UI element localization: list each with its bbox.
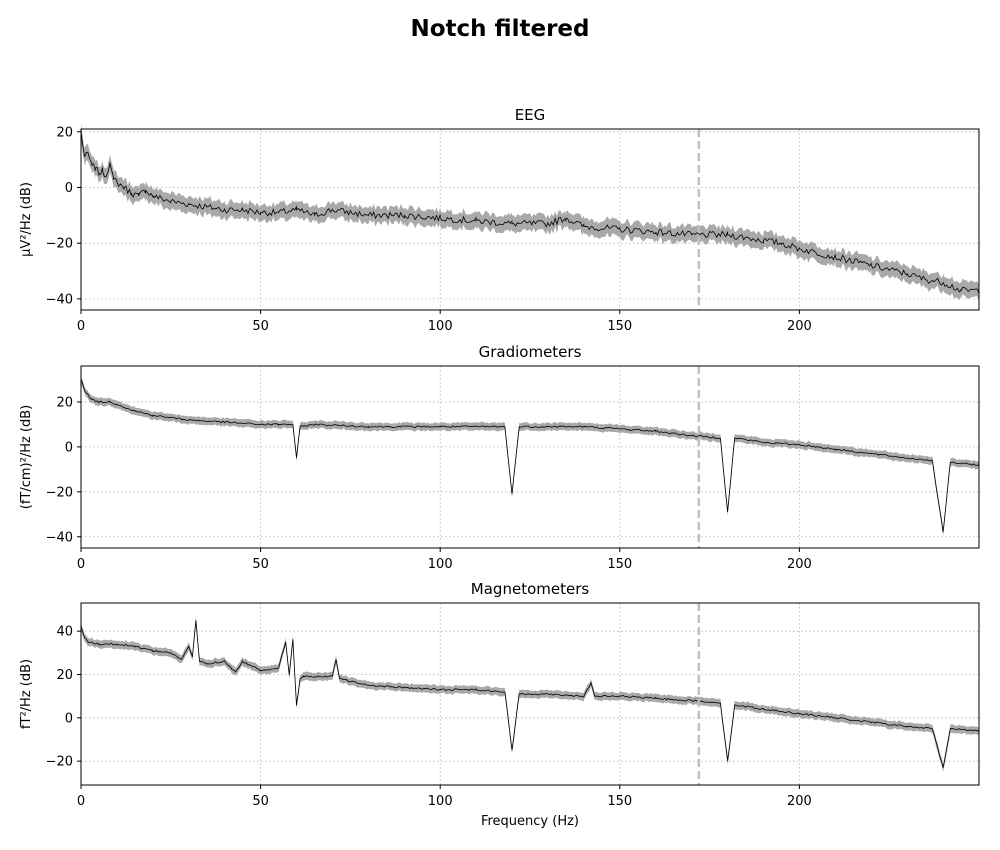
magnetometers-xlabel: Frequency (Hz)	[481, 814, 579, 829]
eeg-xtick-label: 150	[607, 319, 632, 334]
gradiometers-ytick-label: 0	[65, 440, 73, 455]
eeg-ytick-label: −40	[46, 292, 73, 307]
gradiometers-panel: 0 50 100 150 200 −40 −20 0 20 Gradiometers (fT/cm)…	[19, 343, 980, 572]
magnetometers-title: Magnetometers	[471, 580, 590, 598]
eeg-axes-frame	[80, 128, 980, 311]
gradiometers-xtick-label: 0	[77, 557, 85, 572]
magnetometers-ytick-label: 20	[56, 668, 73, 683]
magnetometers-xtick-label: 50	[252, 794, 269, 809]
magnetometers-ytick-label: 0	[65, 711, 73, 726]
figure-title: Notch filtered	[411, 16, 590, 42]
magnetometers-xtick-label: 0	[77, 794, 85, 809]
eeg-xtick-label: 0	[77, 319, 85, 334]
gradiometers-ylabel: (fT/cm)²/Hz (dB)	[19, 405, 34, 510]
gradiometers-ytick-label: −20	[46, 485, 73, 500]
magnetometers-axes-frame	[80, 602, 980, 786]
eeg-xtick-label: 200	[787, 319, 812, 334]
gradiometers-axes-frame	[80, 365, 980, 549]
gradiometers-xtick-label: 200	[787, 557, 812, 572]
eeg-mean-line	[80, 131, 980, 294]
eeg-title: EEG	[515, 106, 546, 124]
magnetometers-ylabel: fT²/Hz (dB)	[19, 659, 34, 729]
magnetometers-xtick-label: 200	[787, 794, 812, 809]
magnetometers-ytick-label: −20	[46, 755, 73, 770]
eeg-xtick-label: 50	[252, 319, 269, 334]
eeg-ytick-label: 20	[56, 125, 73, 140]
magnetometers-ytick-label: 40	[56, 625, 73, 640]
magnetometers-xtick-label: 150	[607, 794, 632, 809]
gradiometers-std-band	[81, 375, 979, 536]
eeg-std-band	[81, 122, 979, 303]
gradiometers-ytick-label: −40	[46, 530, 73, 545]
eeg-ytick-label: −20	[46, 237, 73, 252]
magnetometers-mean-line	[80, 620, 980, 768]
gradiometers-ytick-label: 20	[56, 395, 73, 410]
eeg-ylabel: µV²/Hz (dB)	[19, 182, 34, 257]
eeg-ytick-label: 0	[65, 181, 73, 196]
gradiometers-xtick-label: 100	[428, 557, 453, 572]
gradiometers-xtick-label: 50	[252, 557, 269, 572]
gradiometers-mean-line	[80, 379, 980, 533]
gradiometers-xtick-label: 150	[607, 557, 632, 572]
magnetometers-xtick-label: 100	[428, 794, 453, 809]
eeg-panel: 0 50 100 150 200 −40 −20 0 20 EEG µV²/Hz (dB)	[19, 106, 980, 334]
gradiometers-title: Gradiometers	[479, 343, 582, 361]
eeg-xtick-label: 100	[428, 319, 453, 334]
magnetometers-panel: 0 50 100 150 200 −20 0 20 40 Magnetometers fT²/Hz …	[19, 580, 980, 829]
